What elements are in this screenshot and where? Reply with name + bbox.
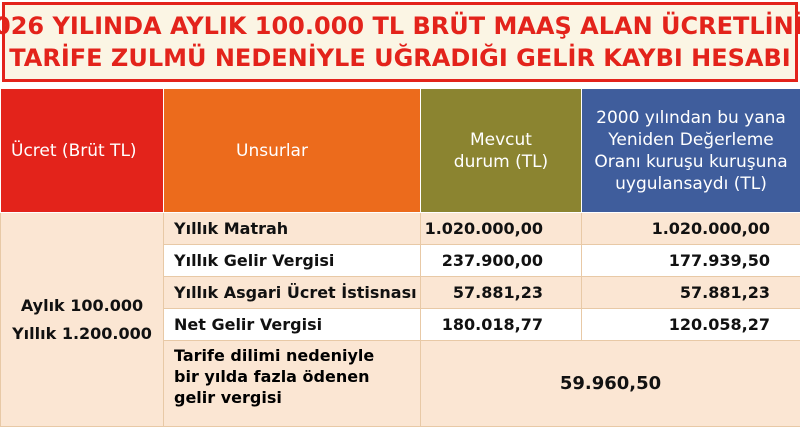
summary-value: 59.960,50 xyxy=(420,340,800,427)
table-row: Yıllık Asgari Ücret İstisnası 57.881,23 … xyxy=(1,276,800,309)
header-ucret: Ücret (Brüt TL) xyxy=(0,88,164,213)
header-unsurlar: Unsurlar xyxy=(163,88,421,213)
row-yeni: 177.939,50 xyxy=(581,244,800,277)
row-yeni: 120.058,27 xyxy=(581,308,800,341)
tax-table: Ücret (Brüt TL) Unsurlar Mevcut durum (T… xyxy=(0,88,800,427)
row-label: Yıllık Matrah xyxy=(163,212,421,245)
header-mevcut-line-2: durum (TL) xyxy=(453,151,549,172)
header-yeni-line-1: 2000 yılından bu yana xyxy=(596,107,786,128)
header-yeni-line-4: uygulansaydı (TL) xyxy=(615,173,767,194)
summary-label-line-2: bir yılda fazla ödenen xyxy=(174,367,370,386)
header-row: Ücret (Brüt TL) Unsurlar Mevcut durum (T… xyxy=(0,88,800,213)
table-row: Yıllık Gelir Vergisi 237.900,00 177.939,… xyxy=(1,244,800,277)
row-mevcut: 1.020.000,00 xyxy=(420,212,582,245)
table-row: Aylık 100.000 Yıllık 1.200.000 Yıllık Ma… xyxy=(0,212,800,427)
summary-label: Tarife dilimi nedeniyle bir yılda fazla … xyxy=(163,340,421,427)
header-yeni-line-2: Yeniden Değerleme xyxy=(608,129,774,150)
title-line-2: TARİFE ZULMÜ NEDENİYLE UĞRADIĞI GELİR KA… xyxy=(9,44,791,72)
row-label: Yıllık Gelir Vergisi xyxy=(163,244,421,277)
table-row: Net Gelir Vergisi 180.018,77 120.058,27 xyxy=(1,308,800,341)
header-mevcut-line-1: Mevcut xyxy=(470,129,532,150)
salary-monthly: Aylık 100.000 xyxy=(20,295,144,315)
salary-cell: Aylık 100.000 Yıllık 1.200.000 xyxy=(0,212,164,427)
title-box: 2026 YILINDA AYLIK 100.000 TL BRÜT MAAŞ … xyxy=(0,2,800,82)
salary-yearly: Yıllık 1.200.000 xyxy=(12,323,152,343)
summary-label-line-1: Tarife dilimi nedeniyle xyxy=(174,346,375,365)
row-mevcut: 180.018,77 xyxy=(420,308,582,341)
summary-row: Tarife dilimi nedeniyle bir yılda fazla … xyxy=(1,340,800,427)
header-mevcut: Mevcut durum (TL) xyxy=(420,88,582,213)
row-mevcut: 57.881,23 xyxy=(420,276,582,309)
title-line-1: 2026 YILINDA AYLIK 100.000 TL BRÜT MAAŞ … xyxy=(0,12,800,40)
row-mevcut: 237.900,00 xyxy=(420,244,582,277)
summary-label-line-3: gelir vergisi xyxy=(174,388,282,407)
header-yeni: 2000 yılından bu yana Yeniden Değerleme … xyxy=(581,88,800,213)
row-label: Yıllık Asgari Ücret İstisnası xyxy=(163,276,421,309)
row-label: Net Gelir Vergisi xyxy=(163,308,421,341)
row-yeni: 1.020.000,00 xyxy=(581,212,800,245)
row-yeni: 57.881,23 xyxy=(581,276,800,309)
header-yeni-line-3: Oranı kuruşu kuruşuna xyxy=(594,151,788,172)
